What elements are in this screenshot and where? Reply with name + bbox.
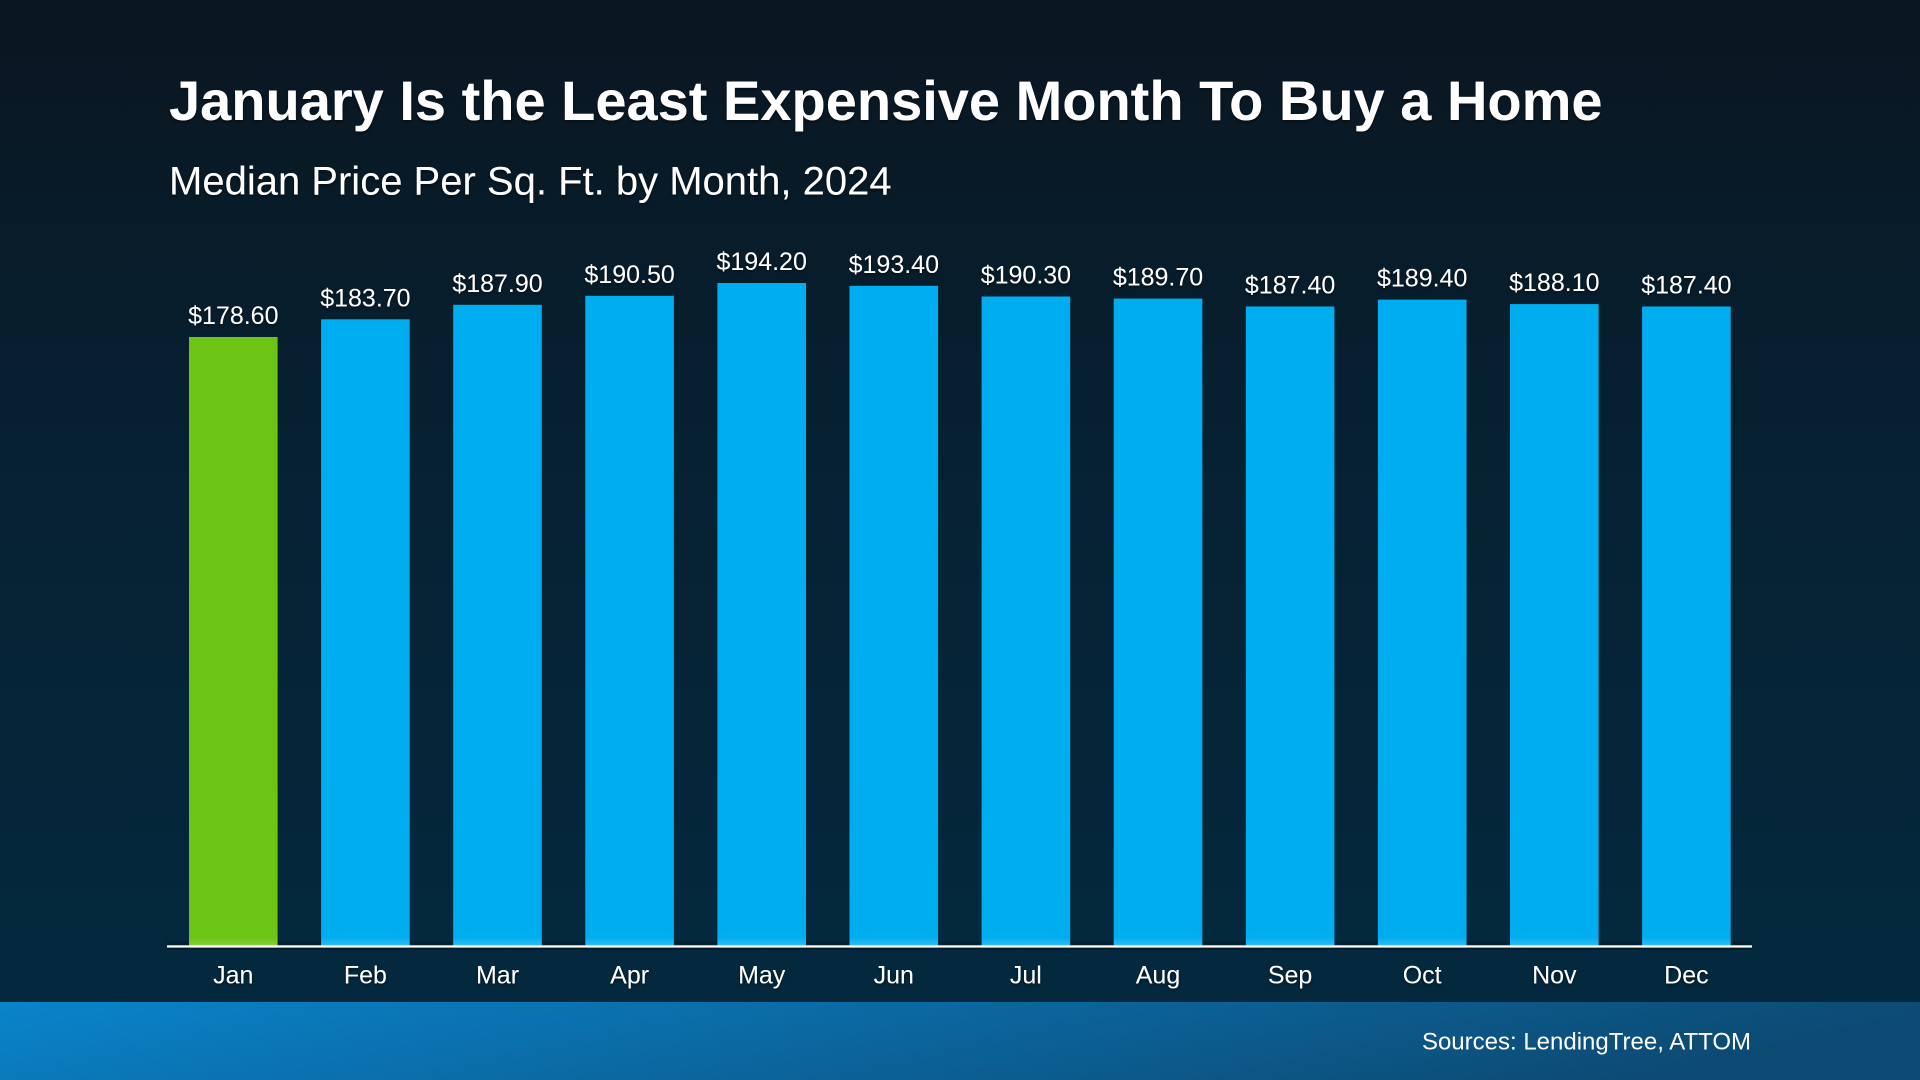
svg-text:Feb: Feb (344, 962, 387, 990)
svg-text:$187.90: $187.90 (452, 270, 542, 298)
svg-text:Apr: Apr (610, 962, 649, 990)
svg-text:$188.10: $188.10 (1509, 269, 1599, 297)
svg-text:Dec: Dec (1664, 962, 1708, 990)
svg-text:Aug: Aug (1136, 962, 1180, 990)
svg-text:Nov: Nov (1532, 962, 1577, 990)
svg-text:Jul: Jul (1010, 962, 1042, 990)
svg-text:$183.70: $183.70 (320, 284, 410, 312)
svg-text:Median Price Per Sq. Ft. by Mo: Median Price Per Sq. Ft. by Month, 2024 (169, 160, 892, 204)
svg-text:Jun: Jun (874, 962, 914, 990)
svg-text:May: May (738, 962, 786, 990)
svg-text:January Is the Least Expensive: January Is the Least Expensive Month To … (169, 69, 1603, 132)
svg-text:Mar: Mar (476, 962, 519, 990)
svg-text:$178.60: $178.60 (188, 302, 278, 330)
svg-text:$189.40: $189.40 (1377, 265, 1467, 293)
svg-text:Sep: Sep (1268, 962, 1312, 990)
svg-text:$194.20: $194.20 (717, 248, 807, 276)
svg-text:$190.50: $190.50 (584, 261, 674, 289)
svg-text:$190.30: $190.30 (981, 262, 1071, 290)
svg-text:Oct: Oct (1403, 962, 1442, 990)
svg-text:$193.40: $193.40 (849, 251, 939, 279)
svg-text:$187.40: $187.40 (1245, 272, 1335, 300)
svg-text:$187.40: $187.40 (1641, 272, 1731, 300)
svg-text:Sources: LendingTree, ATTOM: Sources: LendingTree, ATTOM (1422, 1029, 1751, 1056)
svg-text:$189.70: $189.70 (1113, 264, 1203, 292)
svg-text:Jan: Jan (213, 962, 253, 990)
